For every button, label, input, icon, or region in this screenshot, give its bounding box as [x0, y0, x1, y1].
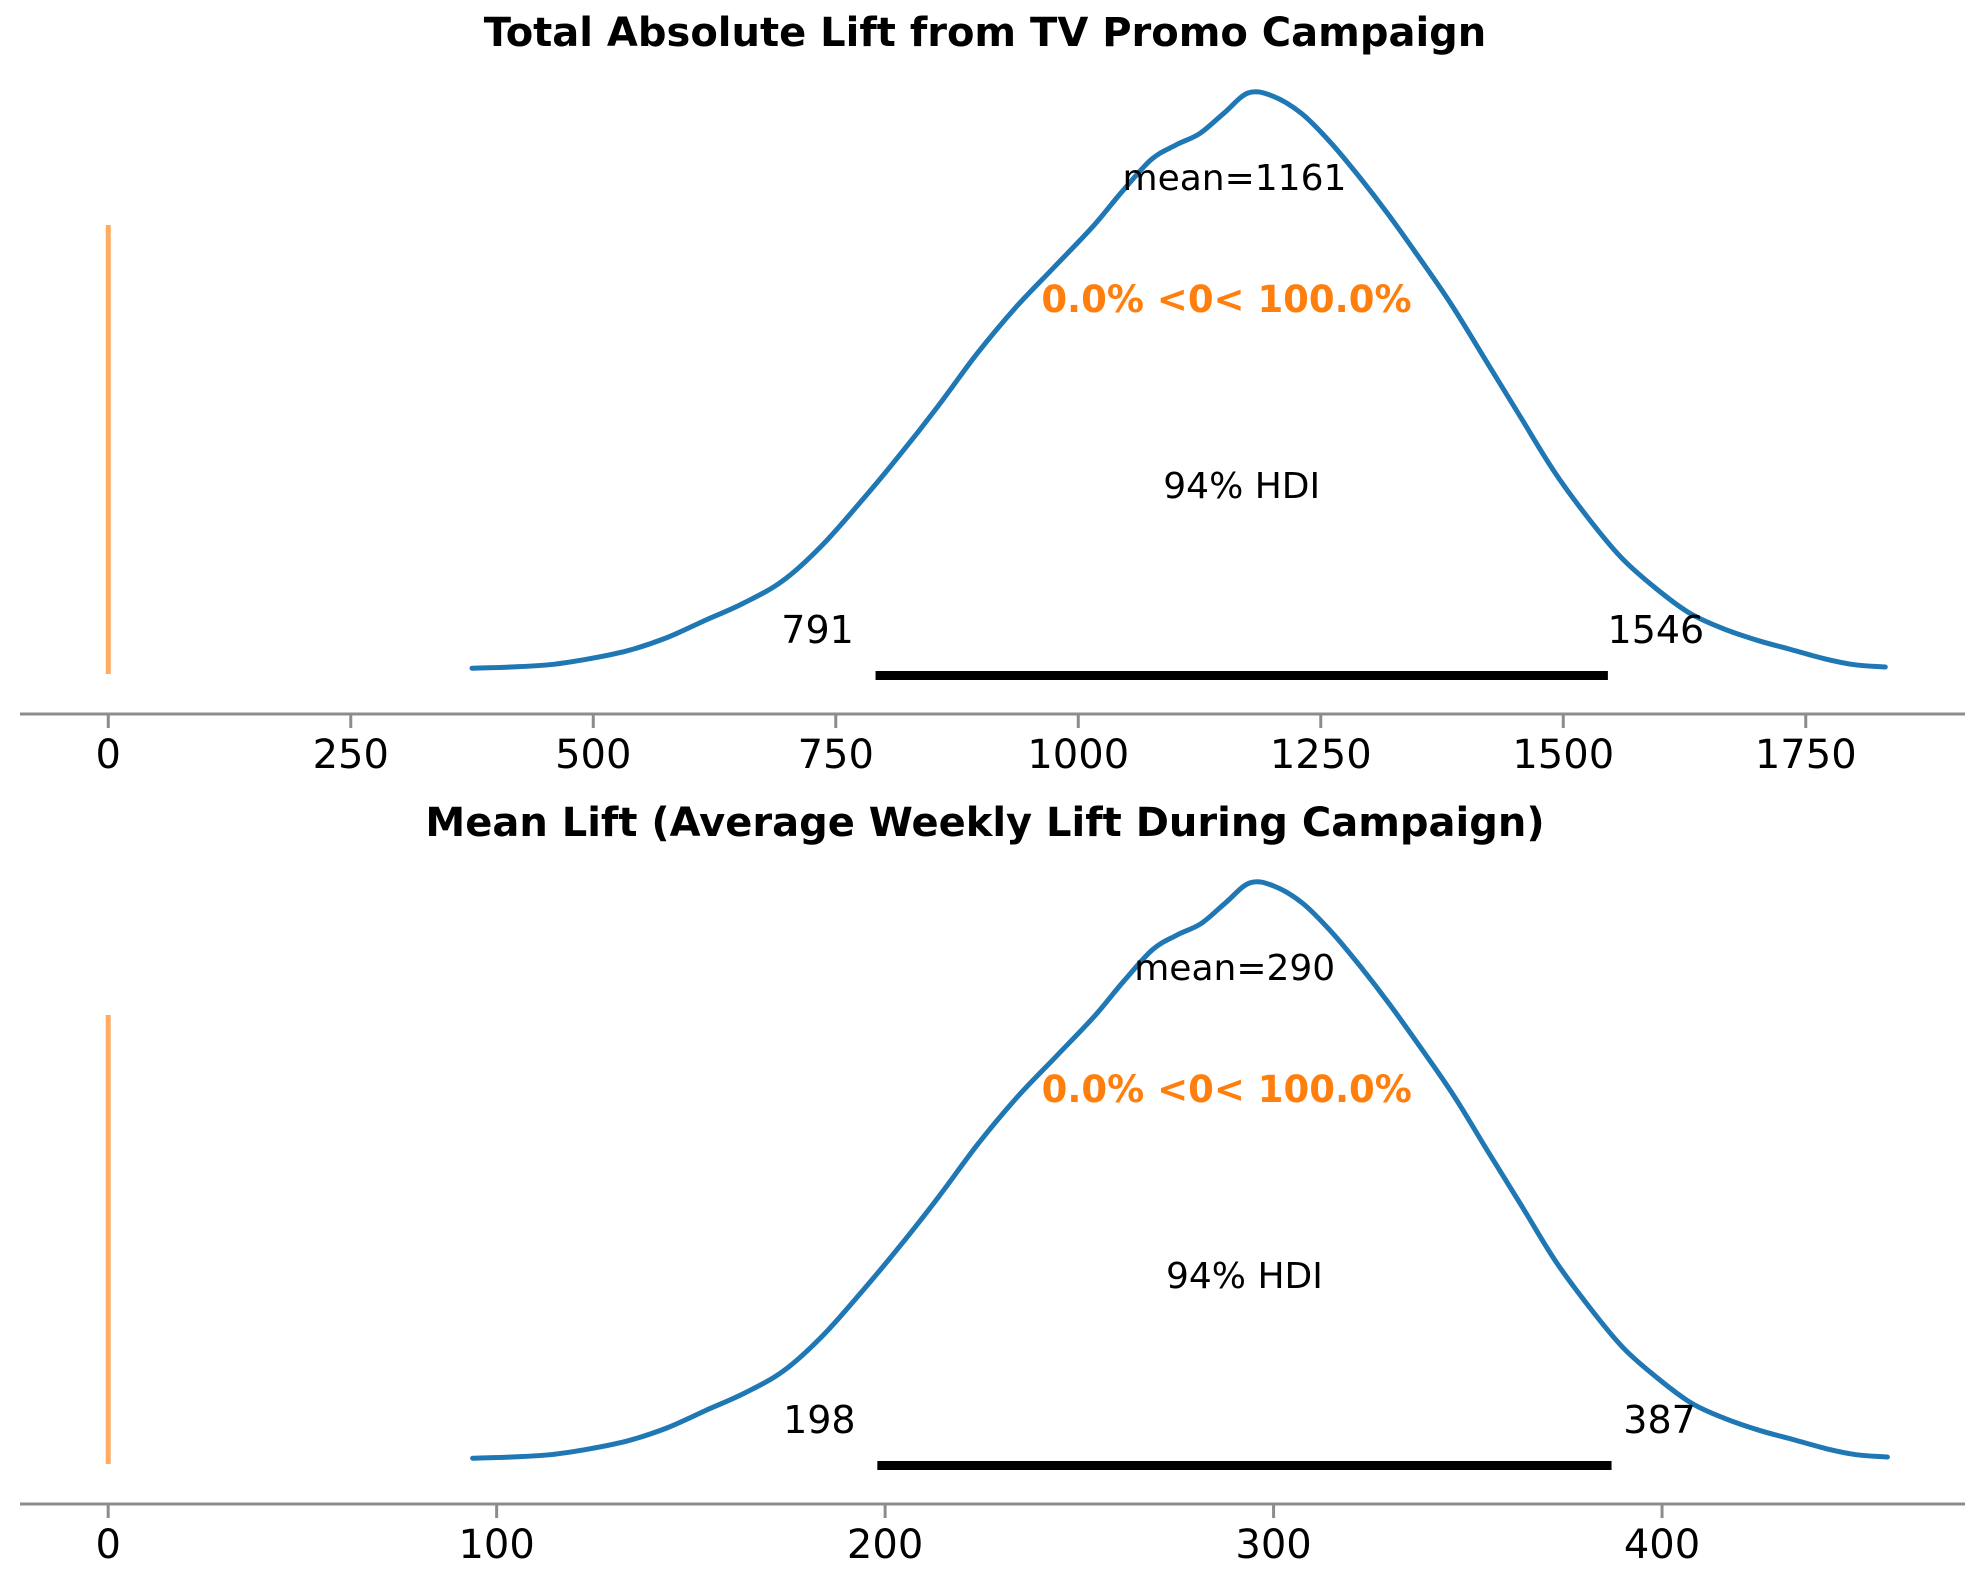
hdi-interval-label: 94% HDI: [1166, 1256, 1323, 1297]
x-axis-tick-label: 1750: [1755, 732, 1857, 778]
x-axis-tick-label: 0: [95, 1522, 120, 1568]
mean-lift-chart: 0 100 200 300 400 Mean Lift (Average Weekly L…: [20, 800, 1965, 1568]
ref-value-annotation: 0.0% <0< 100.0%: [1041, 278, 1411, 321]
hdi-lower-value: 198: [783, 1398, 856, 1442]
hdi-lower-value: 791: [781, 608, 854, 652]
x-axis-tick-label: 1500: [1512, 732, 1614, 778]
x-axis-tick-label: 750: [798, 732, 874, 778]
kde-curve: [469, 89, 1888, 671]
x-axis-tick-label: 100: [458, 1522, 534, 1568]
x-axis-tick-label: 0: [96, 732, 121, 778]
x-axis-tick-label: 300: [1235, 1522, 1311, 1568]
mean-annotation: mean=1161: [1123, 158, 1347, 199]
hdi-interval-label: 94% HDI: [1163, 466, 1320, 507]
x-axis-tick-label: 500: [555, 732, 631, 778]
hdi-upper-value: 1546: [1608, 608, 1705, 652]
x-axis-tick-label: 200: [847, 1522, 923, 1568]
chart-title: Total Absolute Lift from TV Promo Campai…: [484, 10, 1487, 56]
hdi-bar: [875, 671, 1608, 680]
chart-title: Mean Lift (Average Weekly Lift During Ca…: [425, 800, 1544, 846]
x-axis-tick-label: 1000: [1027, 732, 1129, 778]
hdi-upper-value: 387: [1623, 1398, 1696, 1442]
panel-total-absolute-lift: 0 250 500 750 1000 1250 1500 1750 Total Absolute…: [20, 10, 1965, 778]
total-absolute-lift-chart: 0 250 500 750 1000 1250 1500 1750 Total Absolute…: [20, 10, 1965, 778]
x-axis-tick-label: 1250: [1270, 732, 1372, 778]
ref-value-annotation: 0.0% <0< 100.0%: [1042, 1068, 1412, 1111]
kde-curve: [470, 879, 1890, 1461]
x-axis-tick-label: 400: [1624, 1522, 1700, 1568]
x-axis-tick-label: 250: [313, 732, 389, 778]
hdi-bar: [877, 1461, 1612, 1470]
mean-annotation: mean=290: [1134, 948, 1335, 989]
panel-mean-lift: 0 100 200 300 400 Mean Lift (Average Weekly L…: [0, 790, 1979, 1580]
